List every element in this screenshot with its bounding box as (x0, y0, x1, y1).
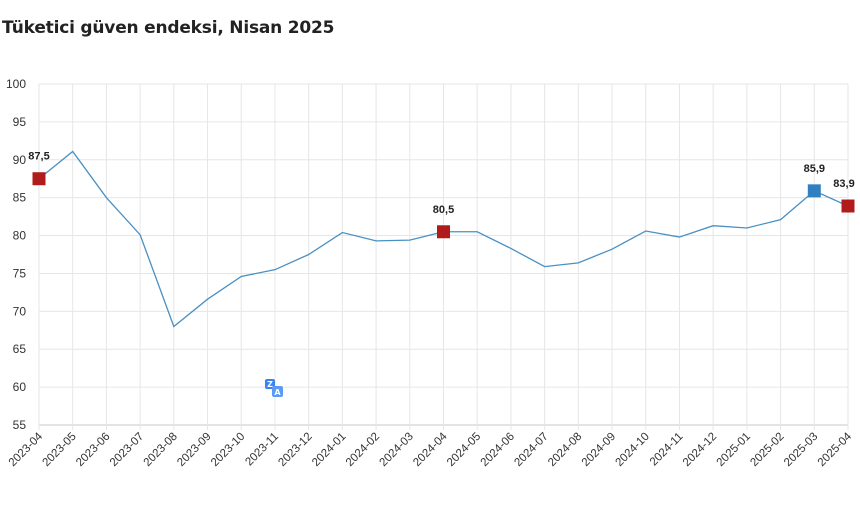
y-tick-label: 80 (13, 229, 27, 243)
y-tick-label: 65 (13, 342, 27, 356)
x-tick-label: 2023-08 (142, 431, 180, 469)
x-tick-label: 2023-12 (276, 431, 314, 469)
x-tick-label: 2023-05 (40, 431, 78, 469)
x-tick-label: 2024-01 (310, 431, 348, 469)
x-tick-label: 2024-04 (411, 430, 450, 469)
highlight-marker (437, 225, 450, 239)
chart-title: Tüketici güven endeksi, Nisan 2025 (2, 18, 335, 38)
data-label: 85,9 (804, 163, 825, 175)
x-tick-label: 2024-03 (378, 431, 416, 469)
y-tick-label: 70 (13, 304, 27, 318)
x-tick-label: 2023-10 (209, 431, 247, 469)
x-tick-label: 2024-08 (546, 431, 584, 469)
x-tick-label: 2024-11 (648, 431, 686, 469)
x-tick-label: 2023-04 (7, 430, 46, 469)
x-tick-label: 2025-03 (782, 431, 820, 469)
x-tick-label: 2025-04 (816, 430, 855, 469)
y-tick-label: 100 (6, 77, 26, 91)
x-tick-label: 2024-06 (479, 431, 517, 469)
svg-text:Z: Z (267, 380, 273, 389)
x-tick-label: 2024-05 (445, 431, 483, 469)
translate-icon[interactable]: Z A (265, 379, 283, 397)
data-label: 83,9 (833, 178, 854, 190)
x-tick-label: 2024-10 (614, 431, 652, 469)
highlight-marker (841, 199, 855, 213)
y-tick-label: 55 (13, 418, 27, 432)
x-tick-label: 2024-12 (681, 431, 719, 469)
x-tick-label: 2025-01 (715, 431, 753, 469)
highlight-marker (807, 184, 821, 198)
x-tick-label: 2023-09 (175, 431, 213, 469)
y-tick-label: 95 (13, 115, 27, 129)
x-tick-label: 2023-11 (243, 431, 281, 469)
x-tick-label: 2023-06 (74, 431, 112, 469)
x-tick-label: 2024-07 (512, 431, 550, 469)
y-tick-label: 90 (13, 153, 27, 167)
y-tick-label: 60 (13, 380, 27, 394)
x-tick-label: 2025-02 (748, 431, 786, 469)
svg-text:A: A (274, 388, 281, 397)
highlight-marker (32, 172, 46, 186)
y-tick-label: 75 (13, 266, 27, 280)
data-label: 80,5 (433, 204, 454, 216)
x-tick-label: 2024-02 (344, 431, 382, 469)
x-tick-label: 2024-09 (580, 431, 618, 469)
x-tick-label: 2023-07 (108, 431, 146, 469)
data-label: 87,5 (28, 151, 49, 163)
y-tick-label: 85 (13, 191, 27, 205)
